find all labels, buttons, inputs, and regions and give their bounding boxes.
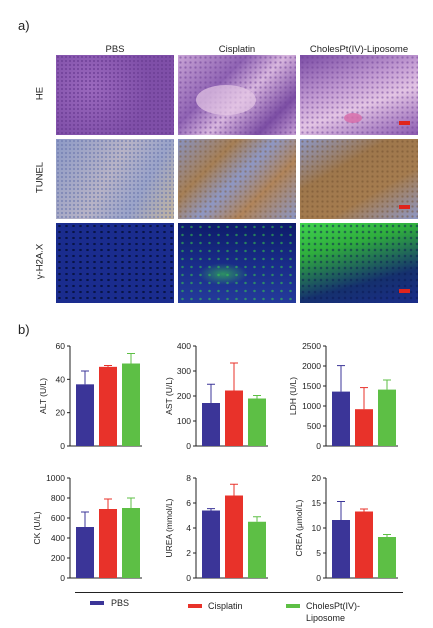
tunel-liposome-image — [300, 139, 418, 219]
tunel-cisplatin-image — [178, 139, 296, 219]
bar-cisplatin — [225, 495, 243, 578]
y-tick-label: 10 — [312, 523, 322, 533]
h2ax-pbs-image — [56, 223, 174, 303]
bar-cholespt-iv-liposome — [378, 537, 396, 578]
y-axis-label: AST (U/L) — [164, 377, 174, 415]
y-tick-label: 4 — [186, 523, 191, 533]
y-axis-label: UREA (mmol/L) — [164, 498, 174, 557]
legend-swatch-pbs — [90, 601, 104, 605]
bar-pbs — [76, 384, 94, 446]
y-tick-label: 1000 — [46, 473, 65, 483]
y-tick-label: 0 — [186, 441, 191, 451]
y-tick-label: 6 — [186, 498, 191, 508]
y-axis-label: CK (U/L) — [32, 511, 42, 544]
bar-cholespt-iv-liposome — [122, 508, 140, 578]
y-tick-label: 40 — [56, 374, 66, 384]
legend-swatch-liposome — [286, 604, 300, 608]
scale-bar — [399, 289, 410, 293]
bar-cisplatin — [99, 509, 117, 578]
y-tick-label: 400 — [177, 341, 191, 351]
y-tick-label: 15 — [312, 498, 322, 508]
legend-label-liposome-line2: Liposome — [306, 613, 346, 623]
y-tick-label: 0 — [60, 441, 65, 451]
panel-b-label: b) — [18, 322, 30, 337]
bar-cisplatin — [355, 511, 373, 578]
h2ax-liposome-image — [300, 223, 418, 303]
chart-3: 0 200 400 600 800 1000 CK (U/L) — [32, 473, 142, 583]
tunel-pbs-image — [56, 139, 174, 219]
y-tick-label: 8 — [186, 473, 191, 483]
he-pbs-image — [56, 55, 174, 135]
chart-5: 0 5 10 15 20 CREA (μmol/L) — [294, 473, 398, 583]
y-tick-label: 0 — [186, 573, 191, 583]
y-tick-label: 5 — [316, 548, 321, 558]
y-tick-label: 0 — [316, 573, 321, 583]
y-axis-label: LDH (U/L) — [288, 377, 298, 415]
legend-label-pbs: PBS — [111, 598, 130, 608]
bar-cisplatin — [355, 409, 373, 446]
column-header-liposome: CholesPt(IV)-Liposome — [309, 44, 409, 55]
y-tick-label: 2 — [186, 548, 191, 558]
y-tick-label: 200 — [177, 391, 191, 401]
legend-top-line — [75, 592, 403, 593]
y-tick-label: 200 — [51, 553, 65, 563]
y-tick-label: 20 — [56, 408, 66, 418]
he-liposome-image — [300, 55, 418, 135]
y-tick-label: 0 — [60, 573, 65, 583]
y-tick-label: 300 — [177, 366, 191, 376]
column-header-cisplatin: Cisplatin — [218, 44, 256, 55]
bar-cholespt-iv-liposome — [248, 398, 266, 446]
bar-cholespt-iv-liposome — [248, 521, 266, 578]
bar-cholespt-iv-liposome — [122, 363, 140, 446]
bar-pbs — [202, 403, 220, 446]
bar-cisplatin — [225, 390, 243, 446]
bar-pbs — [202, 510, 220, 578]
bar-cisplatin — [99, 366, 117, 446]
bar-pbs — [76, 527, 94, 578]
chart-0: 0 20 40 60 ALT (U/L) — [38, 341, 142, 451]
y-tick-label: 20 — [312, 473, 322, 483]
y-axis-label: CREA (μmol/L) — [294, 499, 304, 556]
y-tick-label: 600 — [51, 513, 65, 523]
legend-label-liposome-line1: CholesPt(IV)- — [306, 601, 361, 611]
y-tick-label: 2500 — [302, 341, 321, 351]
h2ax-cisplatin-image — [178, 223, 296, 303]
legend-swatch-cisplatin — [188, 604, 202, 608]
he-cisplatin-image — [178, 55, 296, 135]
y-axis-label: ALT (U/L) — [38, 378, 48, 414]
panel-a-label: a) — [18, 18, 30, 33]
y-tick-label: 500 — [307, 421, 321, 431]
chart-2: 0 500 1000 1500 2000 2500 LDH (U/L) — [288, 341, 398, 451]
scale-bar — [399, 121, 410, 125]
y-tick-label: 400 — [51, 533, 65, 543]
chart-1: 0 100 200 300 400 AST (U/L) — [164, 341, 268, 451]
y-tick-label: 800 — [51, 493, 65, 503]
scale-bar — [399, 205, 410, 209]
y-tick-label: 1500 — [302, 381, 321, 391]
y-tick-label: 0 — [316, 441, 321, 451]
y-tick-label: 100 — [177, 416, 191, 426]
bar-pbs — [332, 520, 350, 578]
legend-label-cisplatin: Cisplatin — [208, 601, 243, 611]
y-tick-label: 1000 — [302, 401, 321, 411]
bar-cholespt-iv-liposome — [378, 389, 396, 446]
chart-4: 0 2 4 6 8 UREA (mmol/L) — [164, 473, 268, 583]
y-tick-label: 2000 — [302, 361, 321, 371]
bar-pbs — [332, 391, 350, 446]
y-tick-label: 60 — [56, 341, 66, 351]
column-header-pbs: PBS — [105, 44, 125, 55]
